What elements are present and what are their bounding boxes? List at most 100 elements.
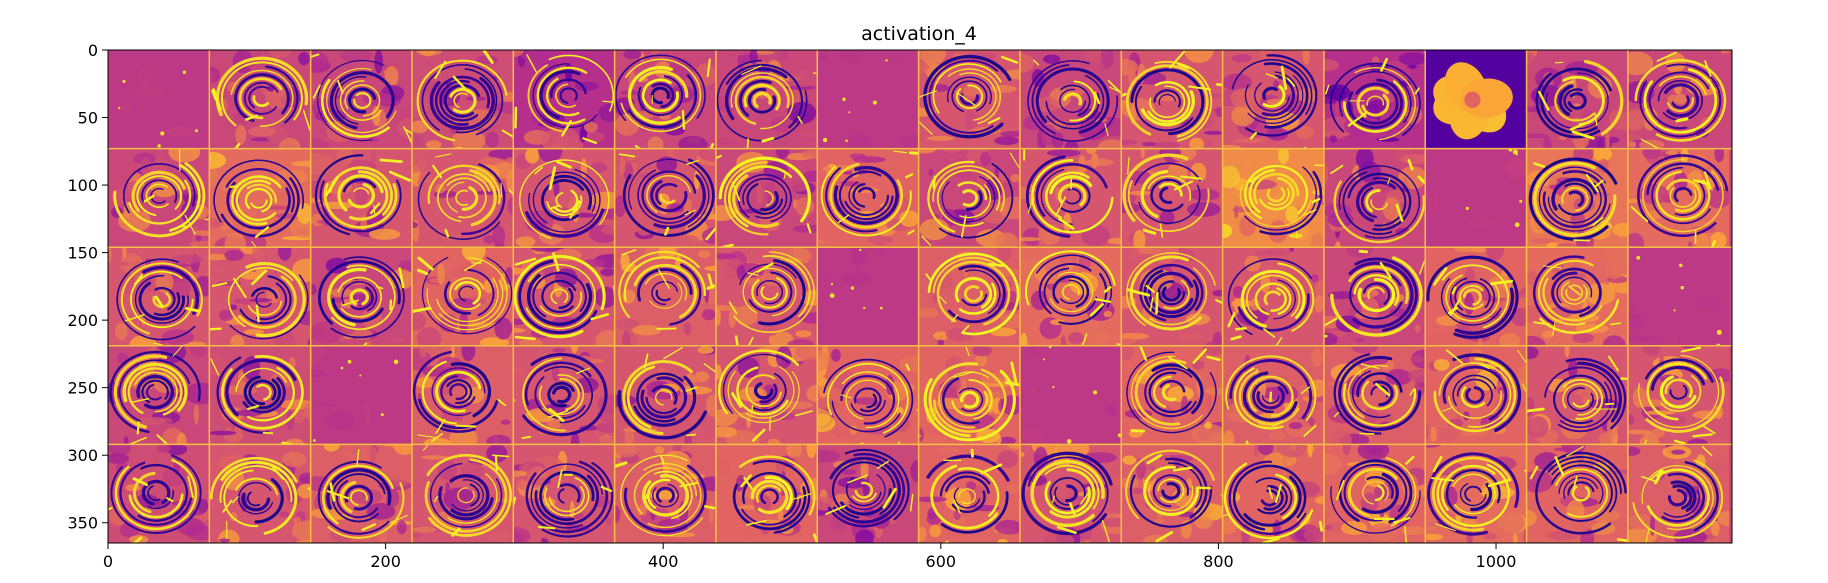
activation-blob [1234, 139, 1264, 143]
activation-speckle [859, 249, 861, 251]
feature-map-tile [399, 340, 513, 450]
activation-speckle [1636, 256, 1640, 260]
activation-blob [1268, 431, 1286, 441]
activation-blob [1090, 329, 1108, 344]
activation-blob [420, 45, 435, 57]
activation-blob [683, 382, 709, 386]
y-tick-label: 50 [78, 109, 98, 128]
feature-map-tile [1315, 50, 1426, 149]
activation-blob [1152, 142, 1180, 149]
activation-blob [1101, 45, 1114, 68]
feature-map-tile [1307, 240, 1427, 346]
feature-map-tile [708, 243, 833, 354]
feature-map-tile [195, 444, 325, 548]
activation-blob [1063, 388, 1085, 405]
activation-blob [1314, 295, 1323, 312]
plot-area [101, 40, 1741, 554]
activation-blob [1696, 299, 1717, 308]
feature-map-tile [1625, 343, 1741, 457]
activation-speckle [157, 144, 160, 147]
activation-blob [840, 47, 860, 63]
activation-blob [851, 247, 866, 265]
activation-blob [1206, 139, 1212, 146]
activation-blob [1142, 142, 1156, 146]
feature-map-tile [103, 437, 217, 544]
activation-blob [193, 127, 200, 140]
activation-blob [620, 157, 626, 175]
feature-map-tile [1519, 343, 1639, 447]
activation-blob [219, 538, 230, 542]
activation-blob [364, 403, 369, 426]
activation-blob [1289, 422, 1302, 429]
activation-blob [1705, 102, 1711, 108]
feature-map-tile [1120, 338, 1230, 445]
highlight-streak [539, 527, 554, 528]
activation-blob [729, 310, 737, 328]
feature-map-tile [301, 146, 412, 252]
activation-blob [1415, 324, 1421, 333]
activation-blob [921, 435, 948, 442]
activation-blob [928, 169, 933, 176]
activation-blob [275, 170, 308, 185]
activation-blob [716, 458, 730, 473]
activation-blob [1104, 311, 1113, 318]
feature-map-tile [606, 436, 726, 543]
activation-blob [1301, 69, 1324, 79]
feature-map-tile [1214, 146, 1334, 253]
activation-blob [501, 420, 511, 425]
activation-blob [1202, 93, 1224, 97]
activation-speckle [195, 129, 198, 132]
activation-blob [1081, 225, 1110, 246]
activation-blob [919, 42, 946, 64]
activation-blob [1524, 133, 1548, 138]
activation-blob [224, 250, 243, 261]
activation-blob [235, 125, 246, 145]
activation-speckle [863, 307, 865, 309]
activation-blob [426, 140, 442, 148]
feature-map-tile [1020, 346, 1122, 445]
feature-map-tile [400, 45, 527, 155]
feature-map-tile [1213, 246, 1333, 346]
activation-blob [1467, 217, 1496, 227]
petal-center [1464, 92, 1480, 108]
activation-blob [390, 338, 407, 342]
activation-blob [698, 250, 711, 258]
feature-map-tile [1521, 43, 1638, 156]
activation-speckle [845, 139, 848, 142]
feature-map-tile [203, 236, 321, 354]
activation-blob [881, 307, 885, 323]
activation-speckle [381, 413, 384, 416]
activation-blob [855, 530, 874, 547]
activation-blob [353, 329, 373, 340]
highlight-streak [752, 406, 753, 414]
feature-map-tile [1107, 143, 1223, 251]
activation-blob [1232, 54, 1252, 62]
activation-blob [1492, 511, 1525, 535]
x-tick-label: 400 [648, 552, 679, 571]
activation-blob [737, 265, 746, 281]
highlight-streak [911, 153, 919, 154]
activation-blob [294, 517, 301, 528]
activation-blob [1673, 331, 1679, 342]
activation-speckle [1052, 386, 1054, 388]
activation-speckle [118, 107, 120, 109]
activation-blob [137, 66, 152, 88]
activation-speckle [160, 131, 164, 135]
activation-blob [612, 160, 638, 164]
activation-blob [1231, 105, 1255, 126]
feature-map-tile [705, 143, 828, 247]
activation-blob [1282, 456, 1286, 476]
activation-blob [171, 255, 203, 264]
feature-map-tile [101, 340, 218, 455]
x-tick-label: 200 [370, 552, 401, 571]
feature-map-tile [1010, 247, 1132, 353]
activation-speckle [885, 59, 887, 61]
highlight-streak [390, 301, 391, 309]
activation-blob [1258, 45, 1271, 58]
activation-blob [1455, 207, 1488, 212]
activation-speckle [1681, 286, 1684, 289]
activation-blob [122, 103, 133, 111]
activation-blob [795, 330, 811, 337]
feature-map-tile [814, 246, 919, 346]
